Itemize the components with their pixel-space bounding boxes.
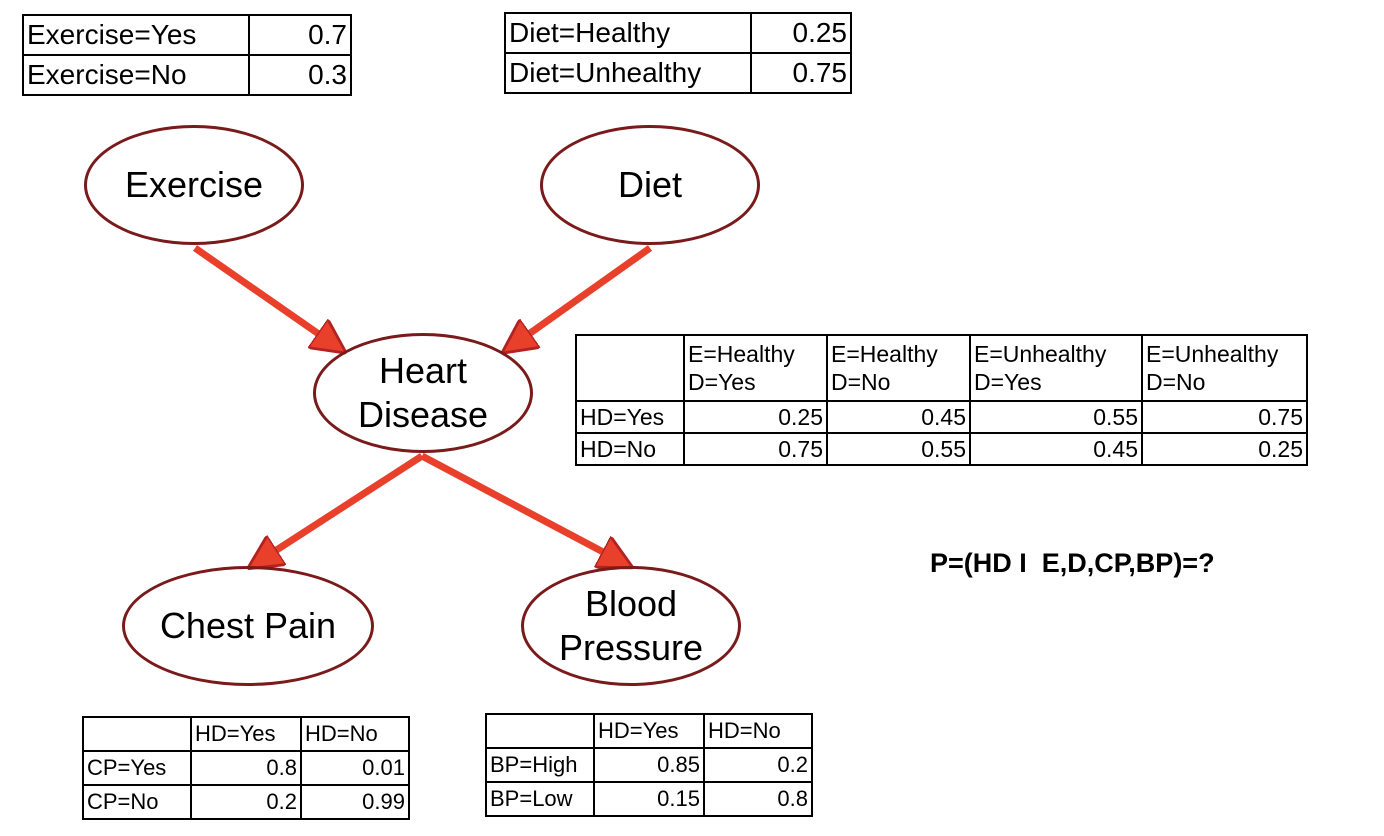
probability-cell: 0.3 [248, 54, 352, 96]
empty-corner-cell [575, 334, 685, 402]
empty-corner-cell [82, 716, 192, 752]
probability-cell: 0.25 [683, 400, 828, 434]
probability-cell: 0.75 [750, 52, 852, 94]
column-header: E=Unhealthy D=No [1141, 334, 1308, 402]
probability-cell: 0.75 [683, 432, 828, 466]
table-row: BP=Low 0.15 0.8 [485, 781, 813, 817]
node-chest-pain: Chest Pain [122, 566, 374, 686]
probability-cell: 0.25 [1141, 432, 1308, 466]
probability-cell: 0.8 [703, 781, 813, 817]
table-row: CP=No 0.2 0.99 [82, 784, 410, 820]
table-header-row: HD=Yes HD=No [82, 716, 410, 752]
node-heart-disease: Heart Disease [313, 333, 533, 453]
table-row: HD=No 0.75 0.55 0.45 0.25 [575, 432, 1308, 466]
row-label: Diet=Unhealthy [504, 52, 752, 94]
column-header: HD=Yes [190, 716, 302, 752]
column-header-line2: D=Yes [974, 369, 1042, 395]
probability-cell: 0.75 [1141, 400, 1308, 434]
node-blood-pressure-label-line1: Blood [584, 583, 678, 624]
table-header-row: HD=Yes HD=No [485, 713, 813, 749]
node-exercise-label: Exercise [124, 164, 264, 205]
node-exercise: Exercise [84, 125, 304, 245]
column-header: E=Healthy D=No [826, 334, 971, 402]
column-header-line2: D=Yes [688, 369, 756, 395]
column-header: HD=No [300, 716, 410, 752]
probability-cell: 0.45 [969, 432, 1143, 466]
edge-heart-disease-chest-pain [258, 453, 424, 562]
edge-exercise-heart-disease [193, 245, 336, 346]
node-chest-pain-label: Chest Pain [159, 605, 337, 646]
column-header-line1: E=Healthy [831, 341, 938, 367]
node-heart-disease-label-line1: Heart [378, 350, 468, 391]
table-row: Exercise=No 0.3 [22, 54, 352, 96]
node-blood-pressure-label-line2: Pressure [558, 627, 704, 668]
column-header-line1: E=Unhealthy [974, 341, 1107, 367]
exercise-prior-table: Exercise=Yes 0.7 Exercise=No 0.3 [22, 14, 352, 96]
probability-cell: 0.55 [969, 400, 1143, 434]
node-diet-label: Diet [617, 164, 683, 205]
column-header-line2: D=No [831, 369, 891, 395]
row-label: CP=Yes [82, 750, 192, 786]
node-diet: Diet [540, 125, 760, 245]
probability-cell: 0.7 [248, 14, 352, 56]
table-row: Exercise=Yes 0.7 [22, 14, 352, 56]
probability-cell: 0.45 [826, 400, 971, 434]
column-header: E=Healthy D=Yes [683, 334, 828, 402]
probability-cell: 0.99 [300, 784, 410, 820]
edge-heart-disease-blood-pressure [420, 452, 622, 562]
table-row: BP=High 0.85 0.2 [485, 747, 813, 783]
empty-corner-cell [485, 713, 595, 749]
row-label: BP=High [485, 747, 595, 783]
row-label: Exercise=No [22, 54, 250, 96]
probability-cell: 0.2 [703, 747, 813, 783]
row-label: HD=No [575, 432, 685, 466]
diet-prior-table: Diet=Healthy 0.25 Diet=Unhealthy 0.75 [504, 12, 852, 94]
row-label: Exercise=Yes [22, 14, 250, 56]
column-header: HD=Yes [593, 713, 705, 749]
heart-disease-cpt-table: E=Healthy D=Yes E=Healthy D=No E=Unhealt… [575, 334, 1308, 466]
probability-cell: 0.01 [300, 750, 410, 786]
column-header-line1: E=Unhealthy [1146, 341, 1279, 367]
table-row: HD=Yes 0.25 0.45 0.55 0.75 [575, 400, 1308, 434]
probability-cell: 0.15 [593, 781, 705, 817]
probability-cell: 0.25 [750, 12, 852, 54]
column-header-line2: D=No [1146, 369, 1206, 395]
probability-cell: 0.2 [190, 784, 302, 820]
column-header: HD=No [703, 713, 813, 749]
chest-pain-cpt-table: HD=Yes HD=No CP=Yes 0.8 0.01 CP=No 0.2 0… [82, 716, 410, 820]
row-label: Diet=Healthy [504, 12, 752, 54]
row-label: HD=Yes [575, 400, 685, 434]
query-text: P=(HD I E,D,CP,BP)=? [930, 548, 1215, 578]
node-heart-disease-label-line2: Disease [357, 394, 489, 435]
column-header: E=Unhealthy D=Yes [969, 334, 1143, 402]
node-blood-pressure: Blood Pressure [521, 566, 741, 686]
table-header-row: E=Healthy D=Yes E=Healthy D=No E=Unhealt… [575, 334, 1308, 402]
probability-cell: 0.8 [190, 750, 302, 786]
table-row: Diet=Healthy 0.25 [504, 12, 852, 54]
table-row: Diet=Unhealthy 0.75 [504, 52, 852, 94]
table-row: CP=Yes 0.8 0.01 [82, 750, 410, 786]
edge-diet-heart-disease [512, 245, 653, 346]
row-label: CP=No [82, 784, 192, 820]
probability-cell: 0.85 [593, 747, 705, 783]
probability-cell: 0.55 [826, 432, 971, 466]
row-label: BP=Low [485, 781, 595, 817]
column-header-line1: E=Healthy [688, 341, 795, 367]
blood-pressure-cpt-table: HD=Yes HD=No BP=High 0.85 0.2 BP=Low 0.1… [485, 713, 813, 817]
